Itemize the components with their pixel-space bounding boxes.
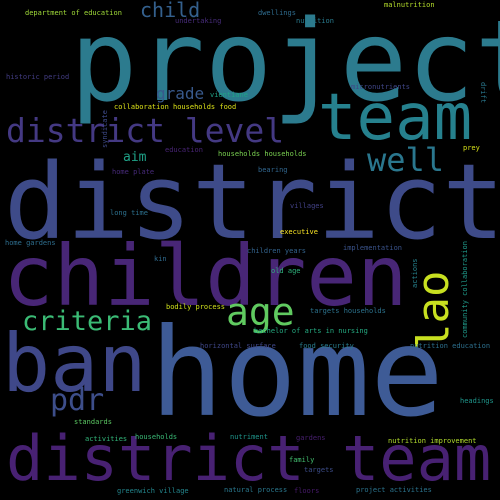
word: pdr [50,383,105,418]
word: vientiane [210,91,248,99]
word: ban [2,317,147,410]
word: historic period [6,73,70,81]
word: collaboration households food [114,103,237,111]
word: food security [299,342,354,350]
word: nutrition [296,17,334,25]
word: bachelor of arts in nursing [254,327,368,335]
word: prey [463,144,480,152]
word: targets [304,466,334,474]
word: horizontal surface [200,342,276,350]
word: executive [280,228,318,236]
word: bodily process [166,303,226,311]
word: implementation [343,244,403,252]
word: floors [294,487,320,495]
word: district team [6,422,492,495]
word: district level [6,111,285,150]
word: nutrition improvement [388,437,477,445]
word: children [3,227,408,325]
word: undertaking [175,17,222,25]
word: education [165,146,203,154]
word: well [367,141,445,179]
word: gardens [296,434,326,442]
word: old age [271,267,301,275]
word: home plate [112,168,155,176]
word: nutriment [230,433,268,441]
word: criteria [22,306,153,337]
word: drift [479,82,487,104]
word: natural process [224,486,288,494]
word: team [318,81,473,155]
word: district [4,141,500,263]
word: home gardens [5,239,56,247]
word: dwellings [258,9,296,17]
word: community collaboration [461,241,469,338]
word: households households [218,150,307,158]
word: targets households [310,307,386,315]
word: children years [247,247,307,255]
word: child [140,0,201,22]
word: project [70,0,500,127]
word: headings [460,397,494,405]
word: activities [85,435,128,443]
word: family [289,456,315,464]
word: actions [411,258,419,288]
word: grade [156,84,205,103]
word: standards [74,418,112,426]
word: kin [154,255,167,263]
word: long time [110,209,148,217]
word: syndicate [101,110,109,148]
word: nutrition education [410,342,491,350]
word: bearing [258,166,288,174]
word: project activities [356,486,432,494]
word: age [226,290,295,334]
word: greenwich village [117,487,189,495]
word: aim [123,150,147,165]
word: department of education [25,9,122,17]
word: home [150,302,444,444]
word: villages [290,202,324,210]
word: malnutrition [384,1,435,9]
word: micronutrients [351,83,411,91]
word: households [135,433,178,441]
